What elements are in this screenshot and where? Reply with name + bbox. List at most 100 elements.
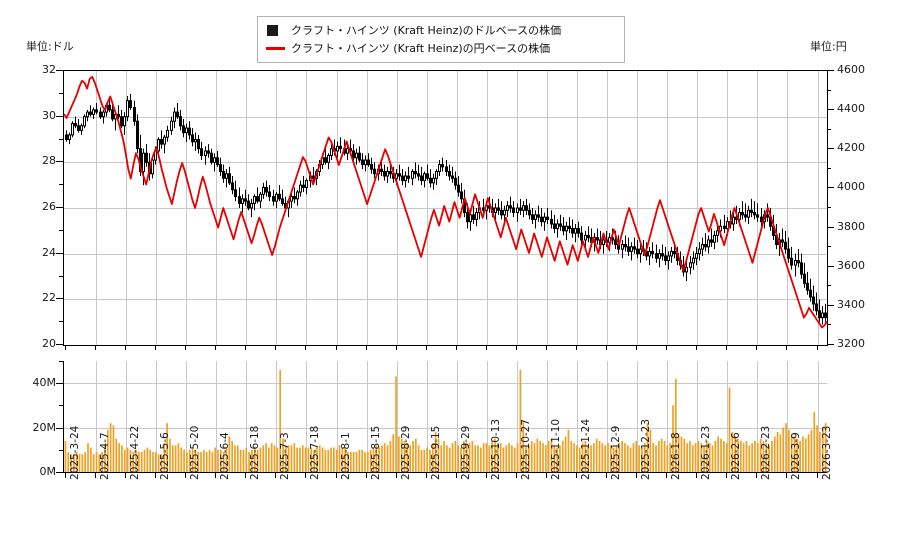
x-axis-tick-label: 2025-8-15 (370, 425, 382, 480)
x-axis-tick-label: 2025-12-9 (610, 425, 622, 480)
axis-tick (827, 285, 831, 286)
left-axis-unit-label: 単位:ドル (26, 40, 74, 53)
axis-tick (696, 473, 697, 478)
x-axis-tick-label: 2025-9-15 (430, 425, 442, 480)
axis-tick (56, 116, 63, 117)
axis-tick (827, 168, 831, 169)
axis-tick (155, 473, 156, 478)
axis-tick (486, 473, 487, 478)
axis-tick (786, 473, 787, 478)
axis-tick (245, 473, 246, 478)
axis-tick (275, 473, 276, 478)
axis-tick (486, 345, 487, 350)
price-svg (64, 71, 827, 345)
left-axis-tick-label: 20 (42, 337, 56, 350)
left-axis-tick-label: 28 (42, 154, 56, 168)
axis-tick (155, 345, 156, 350)
x-axis-tick-label: 2025-12-23 (640, 418, 652, 480)
axis-tick (827, 129, 831, 130)
axis-tick (305, 473, 306, 478)
axis-tick (366, 473, 367, 478)
axis-tick (516, 473, 517, 478)
axis-tick (59, 361, 63, 362)
axis-tick (245, 345, 246, 350)
x-axis-tick-label: 2025-9-29 (460, 425, 472, 480)
x-axis-tick-label: 2025-5-6 (159, 432, 171, 480)
axis-tick (726, 345, 727, 350)
axis-tick (56, 428, 63, 429)
axis-tick (756, 345, 757, 350)
axis-tick (56, 161, 63, 162)
x-axis-tick-label: 2025-10-27 (520, 418, 532, 480)
axis-tick (827, 324, 831, 325)
x-axis-tick-label: 2025-3-24 (69, 425, 81, 480)
axis-tick (59, 230, 63, 231)
axis-tick (827, 344, 834, 345)
right-axis-tick-label: 4600 (837, 63, 865, 76)
x-axis-tick-label: 2025-10-13 (490, 418, 502, 480)
axis-tick (396, 345, 397, 350)
axis-tick (56, 344, 63, 345)
axis-tick (426, 345, 427, 350)
axis-tick (827, 266, 834, 267)
axis-tick (125, 345, 126, 350)
x-axis-tick-label: 2025-4-22 (129, 425, 141, 480)
axis-tick (59, 184, 63, 185)
volume-axis-tick-label: 40M (32, 376, 57, 390)
x-axis-tick-label: 2025-6-18 (249, 425, 261, 480)
axis-tick (56, 253, 63, 254)
volume-axis-tick-label: 20M (32, 420, 57, 434)
axis-tick (827, 305, 834, 306)
axis-tick (185, 345, 186, 350)
axis-tick (56, 383, 63, 384)
axis-tick (666, 473, 667, 478)
axis-tick (827, 90, 831, 91)
axis-tick (215, 473, 216, 478)
legend-label-dollar: クラフト・ハインツ (Kraft Heinz)のドルベースの株価 (291, 24, 562, 37)
legend-line-marker-icon (265, 46, 291, 50)
right-axis-unit-label: 単位:円 (810, 40, 847, 53)
axis-tick (827, 207, 831, 208)
axis-tick (636, 473, 637, 478)
legend-square-marker-icon (265, 24, 291, 36)
axis-tick (56, 472, 63, 473)
axis-tick (95, 473, 96, 478)
axis-tick (305, 345, 306, 350)
left-axis-tick-label: 32 (42, 63, 56, 76)
x-axis-tick-label: 2026-1-8 (670, 432, 682, 480)
axis-tick (696, 345, 697, 350)
axis-tick (546, 473, 547, 478)
axis-tick (59, 321, 63, 322)
x-axis-tick-label: 2025-6-4 (219, 432, 231, 480)
axis-tick (185, 473, 186, 478)
axis-tick (546, 345, 547, 350)
axis-tick (576, 345, 577, 350)
volume-axis-tick-label: 0M (39, 465, 57, 478)
axis-tick (666, 345, 667, 350)
axis-tick (125, 473, 126, 478)
axis-tick (606, 345, 607, 350)
right-axis-tick-label: 3800 (837, 219, 865, 233)
axis-tick (827, 227, 834, 228)
x-axis-tick-label: 2026-1-23 (700, 425, 712, 480)
legend-item-yen: クラフト・ハインツ (Kraft Heinz)の円ベースの株価 (265, 39, 617, 57)
axis-tick (336, 473, 337, 478)
x-axis-tick-label: 2026-3-9 (790, 432, 802, 480)
axis-tick (426, 473, 427, 478)
axis-tick (827, 109, 834, 110)
x-axis-tick-label: 2025-7-3 (279, 432, 291, 480)
x-axis-tick-label: 2025-5-20 (189, 425, 201, 480)
axis-tick (65, 473, 66, 478)
legend-label-yen: クラフト・ハインツ (Kraft Heinz)の円ベースの株価 (291, 42, 551, 55)
axis-tick (456, 473, 457, 478)
axis-tick (827, 148, 834, 149)
x-axis-tick-label: 2026-2-23 (760, 425, 772, 480)
volume-svg (64, 361, 827, 472)
axis-tick (817, 473, 818, 478)
price-plot-area (63, 70, 828, 346)
axis-tick (59, 405, 63, 406)
axis-tick (215, 345, 216, 350)
right-axis-tick-label: 3400 (837, 297, 865, 311)
x-axis-tick-label: 2025-11-10 (550, 418, 562, 480)
axis-tick (817, 345, 818, 350)
